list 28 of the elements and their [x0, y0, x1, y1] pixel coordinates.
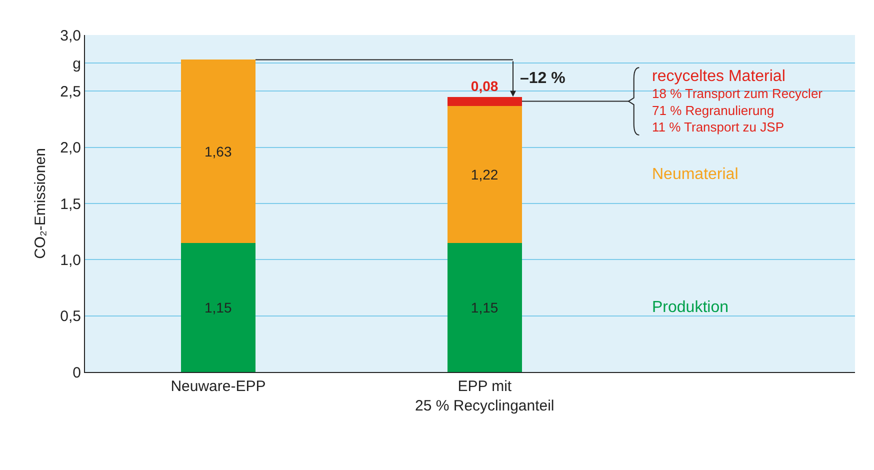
- y-tick-label: 2,5: [60, 83, 81, 100]
- bar: [180, 60, 256, 243]
- text: Neumaterial: [652, 166, 738, 183]
- annotation: –12 %: [520, 70, 566, 87]
- y-axis-title: CO₂-Emissionen: [32, 148, 49, 259]
- y-tick-label: 0: [72, 364, 81, 382]
- bar: [447, 242, 522, 372]
- data-label: 1,63: [204, 143, 232, 160]
- bar: [447, 106, 522, 243]
- text: Produktion: [652, 299, 728, 316]
- bar: [180, 242, 256, 372]
- y-tick-label: 2,0: [60, 140, 81, 157]
- x-tick-label: EPP mit 25 % Recyclinganteil: [415, 378, 554, 414]
- text: 11 % Transport zu JSP: [652, 120, 784, 135]
- data-label: 1,15: [204, 299, 232, 316]
- bar: [447, 96, 522, 106]
- y-tick-label: 1,0: [60, 252, 81, 269]
- y-tick-label: 1,5: [60, 196, 81, 213]
- y-tick-label: 0,5: [60, 308, 81, 326]
- x-tick-label: Neuware-EPP: [170, 378, 266, 395]
- data-label: 0,08: [470, 78, 498, 94]
- text: recyceltes Material: [652, 68, 786, 85]
- y-tick-label: g: [72, 55, 81, 72]
- data-label: 1,15: [470, 299, 498, 316]
- text: 71 % Regranulierung: [652, 102, 774, 118]
- y-tick-label: 3,0: [60, 27, 81, 44]
- data-label: 1,22: [470, 166, 498, 182]
- text: 18 % Transport zum Recycler: [652, 86, 824, 101]
